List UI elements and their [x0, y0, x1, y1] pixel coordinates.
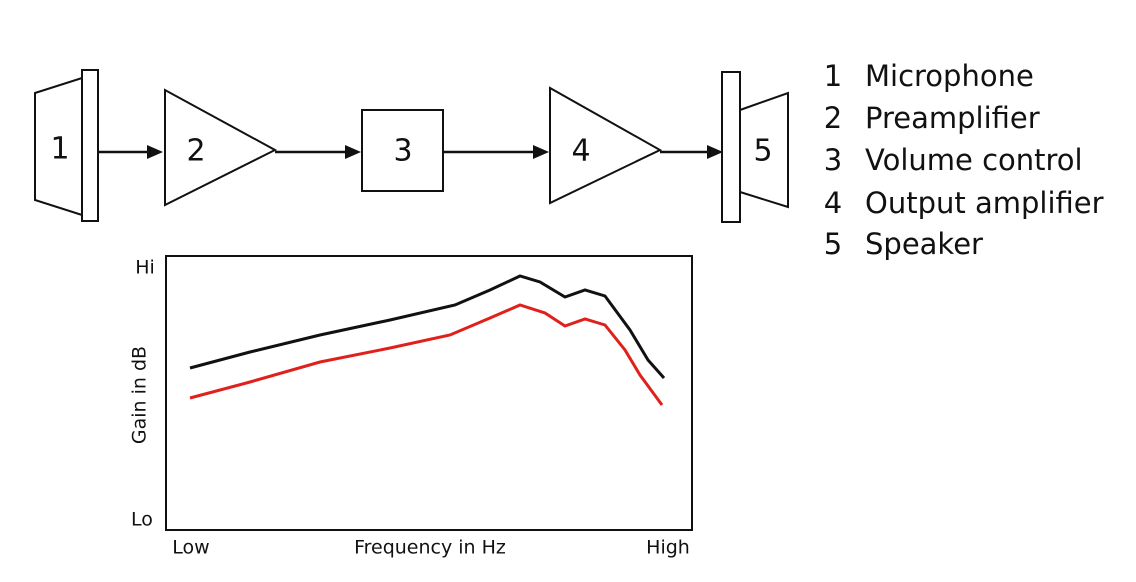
legend-label: Microphone [865, 59, 1034, 93]
y-high-label: Hi [135, 257, 155, 279]
graph-frame [165, 255, 693, 531]
legend-number: 2 [824, 101, 842, 135]
microphone-plate [81, 69, 99, 222]
legend-number: 3 [824, 143, 842, 177]
x-axis-label: Frequency in Hz [354, 537, 506, 559]
speaker-plate [721, 71, 741, 223]
preamplifier [164, 88, 278, 207]
block-label: 2 [186, 134, 205, 169]
legend: 1 Microphone 2 Preamplifier 3 Volume con… [824, 59, 1104, 261]
legend-number: 1 [824, 59, 842, 93]
legend-number: 4 [824, 186, 842, 220]
speaker [739, 91, 789, 209]
legend-label: Speaker [865, 227, 983, 261]
block-label: 4 [571, 134, 590, 169]
y-axis-label: Gain in dB [129, 346, 151, 444]
arrow-head [533, 145, 549, 159]
block-label: 5 [753, 134, 772, 169]
arrow-head [147, 145, 163, 159]
legend-label: Volume control [865, 143, 1083, 177]
x-low-label: Low [172, 537, 209, 559]
output-amplifier [549, 86, 663, 205]
block-label: 3 [393, 134, 412, 169]
x-high-label: High [646, 537, 690, 559]
y-low-label: Lo [131, 509, 153, 531]
curve-black [189, 274, 666, 379]
arrow-head [707, 145, 723, 159]
curve-red [189, 303, 664, 406]
legend-label: Output amplifier [865, 186, 1104, 220]
volume-control [361, 109, 444, 192]
legend-number: 5 [824, 227, 842, 261]
block-label: 1 [50, 132, 69, 167]
arrow-head [345, 145, 361, 159]
legend-label: Preamplifier [865, 101, 1040, 135]
